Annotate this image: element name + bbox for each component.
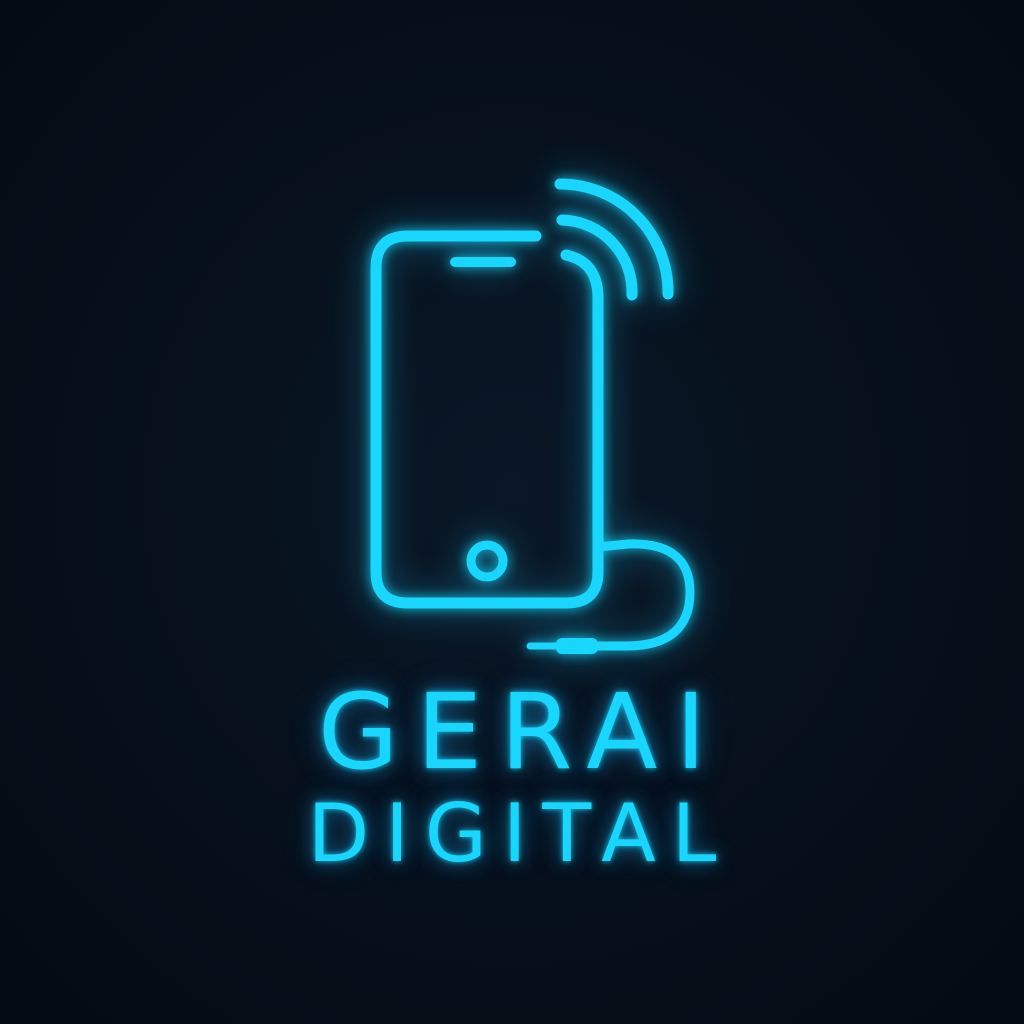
phone-body-outline: [370, 230, 604, 609]
phone-home-button: [466, 540, 508, 582]
cable-plug-body: [556, 638, 598, 654]
cable-line: [593, 539, 695, 651]
brand-name-secondary: DIGITAL: [307, 787, 733, 880]
charging-cable-icon: [526, 539, 695, 654]
signal-waves-icon: [554, 178, 674, 301]
smartphone-icon: [370, 230, 604, 609]
signal-wave-inner: [556, 214, 638, 301]
brand-name-primary: GERAI: [317, 671, 725, 793]
signal-wave-outer: [554, 178, 674, 300]
